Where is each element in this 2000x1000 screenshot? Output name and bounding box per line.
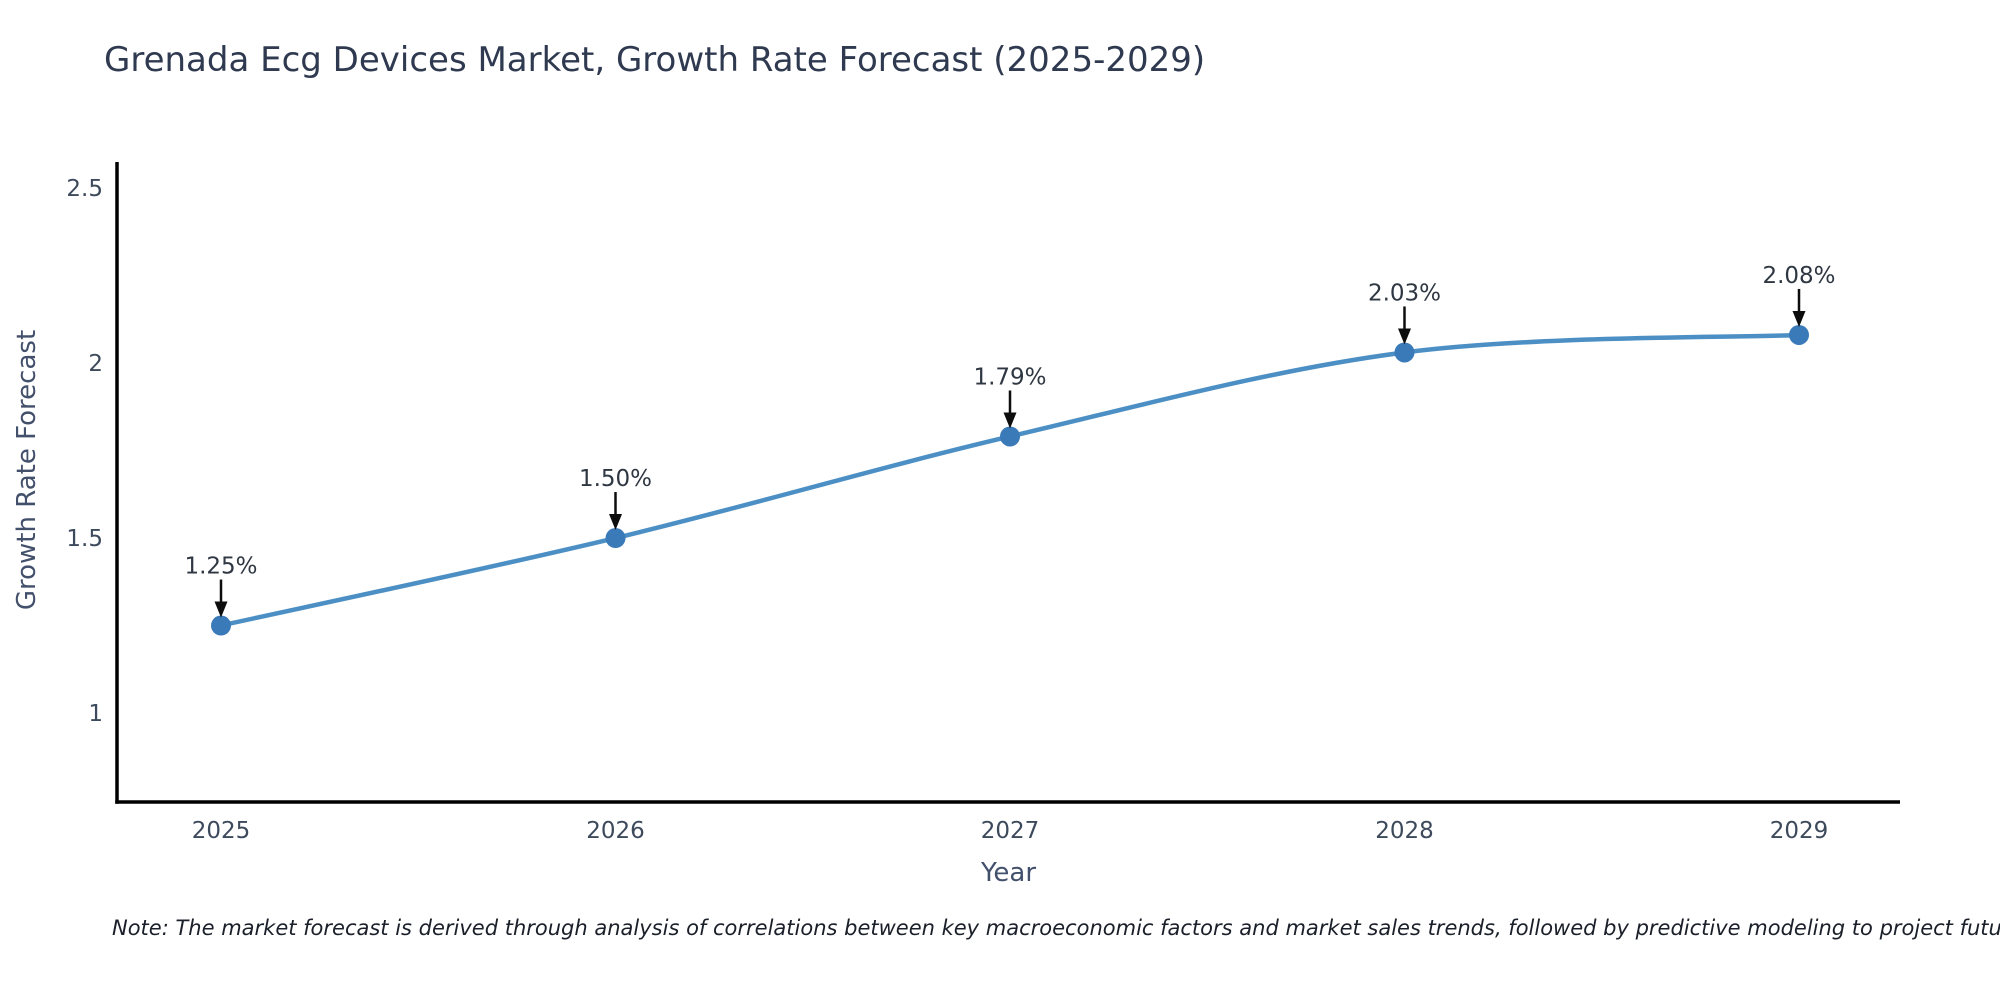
x-axis-tick-label: 2028 — [1375, 818, 1434, 844]
x-axis-tick-label: 2029 — [1770, 818, 1829, 844]
data-point-value-label: 1.50% — [579, 466, 652, 492]
data-point-marker — [1789, 324, 1809, 345]
y-axis-tick-label: 2 — [88, 351, 103, 377]
data-point-marker — [1394, 342, 1415, 363]
data-point-value-label: 2.03% — [1368, 280, 1441, 306]
y-axis-tick-label: 2.5 — [66, 176, 103, 202]
x-axis-title: Year — [980, 858, 1037, 888]
data-point-value-label: 1.79% — [973, 364, 1046, 390]
x-axis-tick-label: 2026 — [586, 818, 645, 844]
chart-title: Grenada Ecg Devices Market, Growth Rate … — [104, 40, 1206, 80]
data-point-marker — [1000, 426, 1020, 447]
footnote: Note: The market forecast is derived thr… — [112, 916, 2000, 940]
x-axis-tick-label: 2025 — [192, 818, 251, 844]
annotation-arrowhead-icon — [1003, 412, 1017, 429]
y-axis-tick-label: 1 — [88, 701, 103, 727]
data-point-marker — [211, 615, 231, 636]
y-axis-tick-label: 1.5 — [66, 526, 103, 552]
data-point-value-label: 2.08% — [1762, 263, 1835, 289]
annotation-arrowhead-icon — [1398, 328, 1411, 345]
annotation-arrowhead-icon — [1792, 310, 1806, 327]
data-point-value-label: 1.25% — [184, 554, 257, 580]
annotation-arrowhead-icon — [214, 601, 228, 618]
annotation-arrowhead-icon — [609, 514, 622, 531]
y-axis-title: Growth Rate Forecast — [12, 329, 42, 611]
data-point-marker — [605, 528, 626, 549]
x-axis-tick-label: 2027 — [981, 818, 1040, 844]
